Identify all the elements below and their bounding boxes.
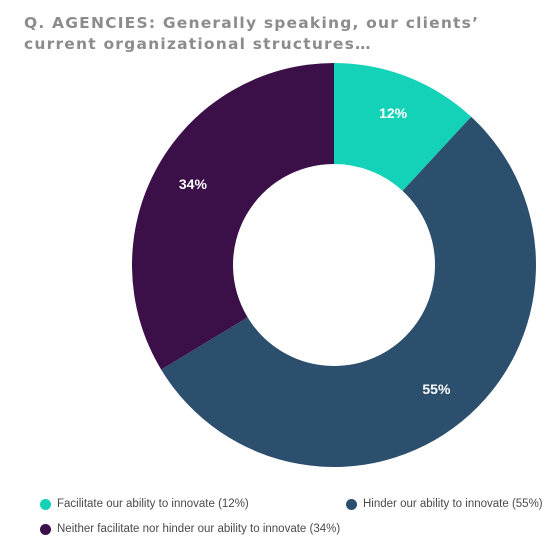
slices-group [132,63,537,468]
slice-facilitate [334,63,472,191]
slice-label-facilitate: 12% [379,105,408,121]
slice-neither [132,63,334,370]
slice-label-neither: 34% [179,176,208,192]
slice-label-hinder: 55% [422,381,451,397]
slice-hinder [161,116,537,468]
chart-title: Q. AGENCIES: Generally speaking, our cli… [24,14,480,53]
slice-labels-group: 12% 55% 34% [179,105,451,397]
